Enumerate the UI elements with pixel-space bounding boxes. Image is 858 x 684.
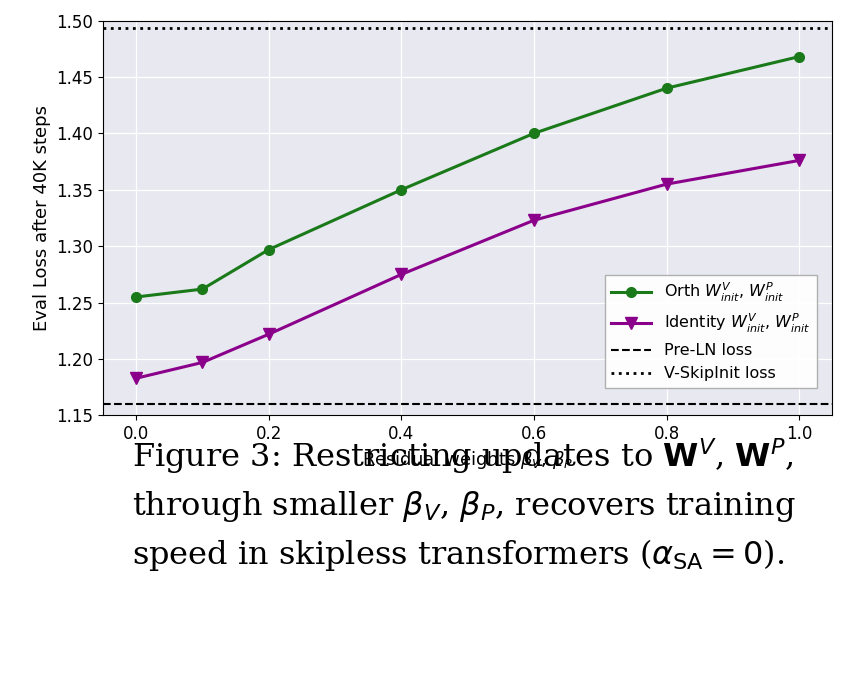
Orth $W^V_{init}$, $W^P_{init}$ <box>662 84 672 92</box>
Line: Identity $W^V_{init}$, $W^P_{init}$: Identity $W^V_{init}$, $W^P_{init}$ <box>130 154 806 384</box>
Identity $W^V_{init}$, $W^P_{init}$ <box>131 374 142 382</box>
Orth $W^V_{init}$, $W^P_{init}$ <box>263 246 274 254</box>
Identity $W^V_{init}$, $W^P_{init}$ <box>396 270 407 278</box>
Orth $W^V_{init}$, $W^P_{init}$ <box>131 293 142 301</box>
Orth $W^V_{init}$, $W^P_{init}$ <box>794 53 804 61</box>
Identity $W^V_{init}$, $W^P_{init}$ <box>197 358 208 367</box>
Orth $W^V_{init}$, $W^P_{init}$ <box>396 185 407 194</box>
Line: Orth $W^V_{init}$, $W^P_{init}$: Orth $W^V_{init}$, $W^P_{init}$ <box>131 52 804 302</box>
Orth $W^V_{init}$, $W^P_{init}$ <box>529 129 539 137</box>
Identity $W^V_{init}$, $W^P_{init}$ <box>662 180 672 188</box>
X-axis label: Residual weights $\beta_V$, $\beta_P$: Residual weights $\beta_V$, $\beta_P$ <box>362 449 573 471</box>
Orth $W^V_{init}$, $W^P_{init}$ <box>197 285 208 293</box>
Identity $W^V_{init}$, $W^P_{init}$ <box>263 330 274 339</box>
Identity $W^V_{init}$, $W^P_{init}$ <box>794 157 804 165</box>
Y-axis label: Eval Loss after 40K steps: Eval Loss after 40K steps <box>33 105 51 331</box>
Legend: Orth $W^V_{init}$, $W^P_{init}$, Identity $W^V_{init}$, $W^P_{init}$, Pre-LN los: Orth $W^V_{init}$, $W^P_{init}$, Identit… <box>605 274 817 388</box>
Text: Figure 3: Restricting updates to $\mathbf{W}^V$, $\mathbf{W}^P$,
through smaller: Figure 3: Restricting updates to $\mathb… <box>132 436 795 573</box>
Identity $W^V_{init}$, $W^P_{init}$ <box>529 216 539 224</box>
